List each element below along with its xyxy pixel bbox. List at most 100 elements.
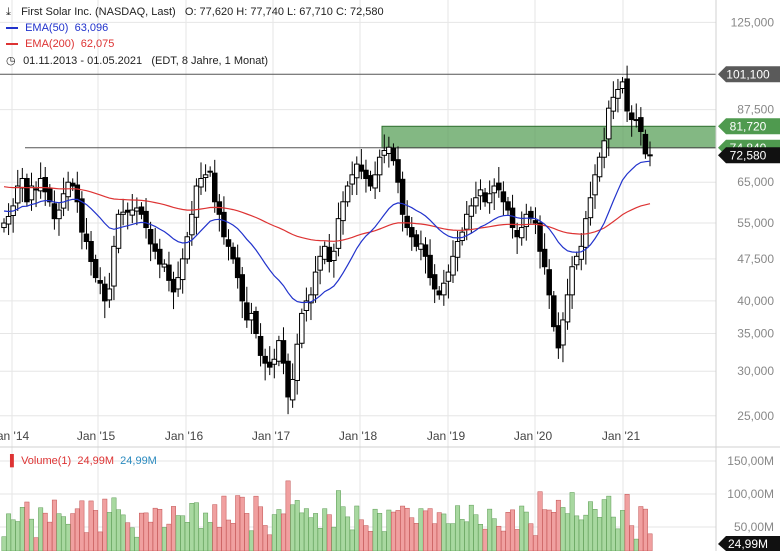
volume-bar bbox=[487, 508, 493, 551]
y-tick-label: 35,000 bbox=[737, 327, 774, 341]
volume-bar bbox=[143, 512, 149, 551]
candle-body bbox=[294, 343, 300, 381]
volume-bar bbox=[615, 528, 621, 551]
volume-bar bbox=[533, 535, 538, 551]
candle-body bbox=[221, 211, 227, 238]
volume-bar bbox=[299, 512, 305, 551]
volume-value-blue: 24,99M bbox=[120, 455, 157, 467]
volume-bar bbox=[267, 534, 273, 551]
candle-body bbox=[248, 312, 255, 321]
volume-bar bbox=[33, 537, 39, 551]
volume-bar bbox=[262, 525, 268, 551]
volume-bar bbox=[358, 519, 364, 551]
volume-bar bbox=[56, 513, 62, 551]
volume-bar bbox=[377, 513, 383, 551]
candle-body bbox=[628, 112, 635, 121]
volume-bar bbox=[189, 503, 195, 551]
candle-body bbox=[560, 319, 566, 346]
candle-body bbox=[551, 295, 557, 328]
volume-bar bbox=[500, 530, 506, 551]
volume-bar bbox=[464, 521, 470, 551]
x-tick-label: Jan '18 bbox=[339, 429, 378, 443]
volume-bar bbox=[473, 514, 479, 551]
candle-body bbox=[134, 207, 140, 212]
candle-body bbox=[413, 234, 420, 247]
candle-body bbox=[381, 150, 388, 156]
candle-body bbox=[326, 246, 333, 262]
candle-body bbox=[120, 211, 126, 215]
y-tick-label: 47,500 bbox=[737, 252, 774, 266]
volume-value-red: 24,99M bbox=[77, 455, 115, 467]
ema50-swatch bbox=[6, 27, 18, 30]
volume-bar bbox=[601, 499, 607, 551]
volume-bar bbox=[253, 495, 259, 551]
candle-body bbox=[431, 274, 438, 290]
volume-bars: 150,00M 100,00M 50,00M bbox=[0, 454, 774, 551]
candle-body bbox=[601, 140, 607, 158]
candle-body bbox=[106, 288, 113, 301]
volume-bar bbox=[528, 523, 534, 551]
period-note: (EDT, 8 Jahre, 1 Monat) bbox=[151, 55, 269, 67]
ema200-swatch bbox=[6, 43, 18, 46]
volume-bar bbox=[308, 517, 314, 551]
volume-bar bbox=[542, 509, 548, 551]
x-tick-label: Jan '14 bbox=[0, 429, 29, 443]
volume-bar bbox=[642, 508, 648, 551]
candle-body bbox=[569, 266, 575, 296]
volume-bar bbox=[578, 519, 584, 551]
volume-bar bbox=[157, 508, 163, 551]
candle-body bbox=[463, 213, 470, 230]
volume-bar bbox=[468, 504, 474, 551]
candle-body bbox=[372, 174, 378, 189]
candle-body bbox=[19, 177, 26, 189]
volume-bar bbox=[436, 512, 442, 551]
candle-body bbox=[303, 300, 310, 312]
price-tag: 81,720 bbox=[718, 118, 780, 135]
candle-body bbox=[647, 154, 653, 157]
volume-bar bbox=[386, 509, 392, 551]
volume-tag: 24,99M bbox=[718, 536, 780, 551]
volume-bar bbox=[29, 518, 34, 551]
candle-body bbox=[344, 185, 351, 203]
candle-body bbox=[262, 355, 268, 364]
candle-body bbox=[491, 185, 497, 194]
legend-instrument: ⤓ First Solar Inc. (NASDAQ, Last) O: 77,… bbox=[6, 6, 384, 19]
candle-body bbox=[619, 81, 626, 90]
candle-body bbox=[92, 259, 99, 279]
volume-bar bbox=[148, 521, 154, 551]
candle-body bbox=[69, 182, 76, 187]
candle-body bbox=[441, 282, 447, 296]
volume-bar bbox=[290, 504, 296, 551]
candle-body bbox=[143, 210, 149, 229]
volume-bar bbox=[450, 523, 456, 551]
volume-bar bbox=[239, 496, 245, 551]
legend-ema200: EMA(200) 62,075 bbox=[6, 38, 114, 50]
candle-body bbox=[239, 274, 245, 302]
candle-body bbox=[331, 250, 337, 261]
volume-bar bbox=[10, 519, 16, 551]
candle-body bbox=[321, 245, 328, 260]
volume-bar bbox=[409, 517, 415, 551]
candle-body bbox=[152, 243, 158, 252]
stock-icon: ⤓ bbox=[6, 6, 11, 18]
price-tag-label: 81,720 bbox=[730, 119, 767, 133]
candle-body bbox=[1, 222, 7, 229]
candle-body bbox=[271, 358, 278, 365]
volume-bar bbox=[248, 530, 254, 551]
y-tick-label: 55,000 bbox=[737, 216, 774, 230]
candle-body bbox=[56, 209, 62, 220]
volume-bar bbox=[24, 501, 30, 551]
candle-body bbox=[37, 177, 44, 192]
price-tag: 101,100 bbox=[718, 66, 780, 83]
volume-bar bbox=[482, 528, 488, 551]
volume-bar bbox=[345, 516, 351, 551]
volume-bar bbox=[93, 510, 99, 551]
volume-bar bbox=[235, 495, 241, 551]
volume-bar bbox=[551, 512, 557, 551]
candle-body bbox=[147, 229, 154, 245]
volume-tag-label: 24,99M bbox=[728, 537, 768, 551]
candle-body bbox=[285, 360, 291, 398]
volume-bar bbox=[88, 500, 94, 551]
